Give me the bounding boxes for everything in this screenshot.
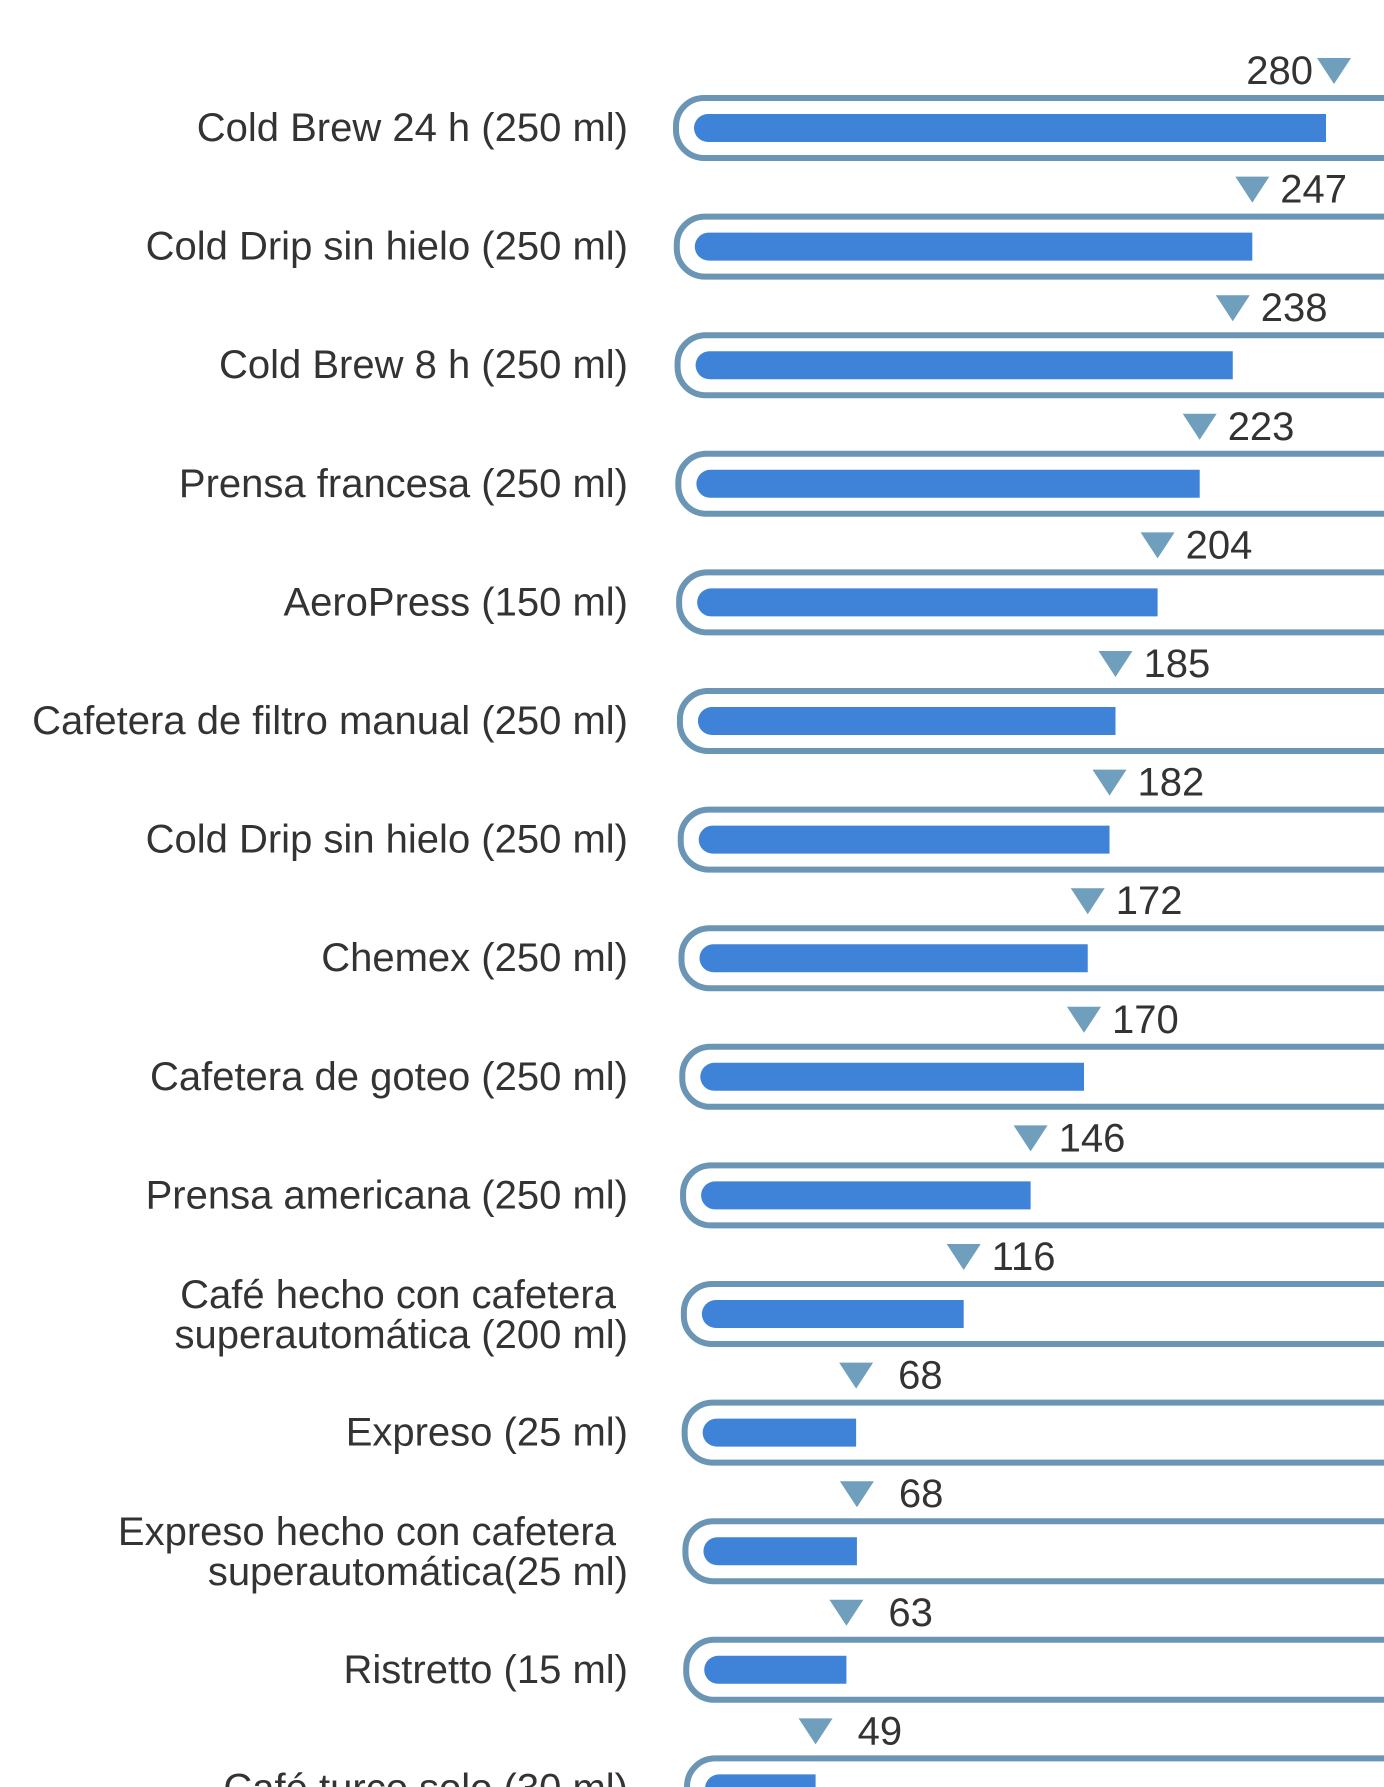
category-label: Café turco solo (30 ml) <box>223 1766 628 1787</box>
bar-track <box>680 1281 1384 1347</box>
bar <box>696 469 1200 498</box>
value-label: 68 <box>899 1472 944 1516</box>
bar-track <box>682 1518 1384 1585</box>
category-label: Café hecho con cafetera superautomática (… <box>174 1273 628 1357</box>
value-marker <box>1070 888 1105 915</box>
value-label: 185 <box>1144 642 1211 686</box>
value-label: 247 <box>1280 168 1347 212</box>
category-label: Cold Brew 8 h (250 ml) <box>219 343 628 387</box>
bar <box>695 351 1233 380</box>
category-label: Cafetera de filtro manual (250 ml) <box>32 699 628 743</box>
bar <box>701 1181 1031 1210</box>
category-label: Prensa francesa (250 ml) <box>179 462 628 506</box>
bar-track <box>684 1755 1384 1787</box>
value-label: 146 <box>1059 1116 1126 1160</box>
category-label: AeroPress (150 ml) <box>283 580 628 624</box>
bar-row: 172 Chemex (250 ml) <box>321 879 1384 992</box>
value-marker <box>839 1362 874 1389</box>
bar <box>701 1300 964 1328</box>
bar <box>705 1774 816 1787</box>
value-marker <box>1092 769 1127 796</box>
bar-row: 146 Prensa americana (250 ml) <box>146 1116 1384 1229</box>
bar-row: 170 Cafetera de goteo (250 ml) <box>150 998 1384 1110</box>
bar-track <box>681 1399 1384 1466</box>
value-label: 280 <box>1246 49 1313 93</box>
value-marker <box>1140 532 1175 559</box>
value-label: 223 <box>1228 405 1295 449</box>
bar <box>697 588 1158 617</box>
bar-row: 238 Cold Brew 8 h (250 ml) <box>219 286 1384 399</box>
value-label: 63 <box>888 1591 933 1635</box>
value-marker <box>1013 1125 1048 1152</box>
value-label: 204 <box>1186 523 1253 567</box>
bar-row: 185 Cafetera de filtro manual (250 ml) <box>32 642 1384 754</box>
bar-row: 223 Prensa francesa (250 ml) <box>179 405 1384 517</box>
value-marker <box>1215 295 1250 322</box>
category-label: Cold Drip sin hielo (250 ml) <box>146 818 628 862</box>
value-marker <box>946 1244 981 1270</box>
value-marker <box>1067 1006 1101 1033</box>
bar <box>702 1418 857 1447</box>
category-label: Ristretto (15 ml) <box>344 1648 629 1692</box>
bar <box>704 1655 847 1684</box>
bar-row: 68 Expreso (25 ml) <box>346 1354 1384 1466</box>
value-label: 182 <box>1138 761 1205 805</box>
value-marker <box>1098 651 1133 677</box>
value-marker <box>798 1718 833 1745</box>
category-label: Chemex (250 ml) <box>321 936 628 980</box>
bar-row: 49 Café turco solo (30 ml) <box>223 1709 1384 1787</box>
bar <box>700 1062 1084 1091</box>
category-label: Cold Drip sin hielo (250 ml) <box>146 225 628 269</box>
bar <box>697 707 1116 735</box>
bar <box>699 944 1088 973</box>
bar-row: 280 Cold Brew 24 h (250 ml) <box>197 49 1384 161</box>
bar <box>698 825 1110 854</box>
bar-row: 63 Ristretto (15 ml) <box>344 1591 1384 1703</box>
category-label: Expreso (25 ml) <box>346 1411 628 1455</box>
bar <box>694 114 1326 142</box>
bar-track <box>680 1162 1384 1229</box>
category-label: Cafetera de goteo (250 ml) <box>150 1055 628 1099</box>
bar <box>703 1537 857 1566</box>
value-label: 170 <box>1112 998 1179 1042</box>
value-marker <box>1235 176 1270 203</box>
bar-row: 182 Cold Drip sin hielo (250 ml) <box>146 761 1384 873</box>
category-label: Cold Brew 24 h (250 ml) <box>197 106 628 150</box>
value-marker <box>829 1599 864 1626</box>
value-label: 238 <box>1261 286 1328 330</box>
bar <box>694 232 1253 261</box>
value-marker <box>1317 58 1351 84</box>
value-marker <box>839 1481 874 1508</box>
bar-row: 116 Café hecho con cafetera superautomátic… <box>174 1235 1384 1357</box>
bar-row: 247 Cold Drip sin hielo (250 ml) <box>146 168 1384 280</box>
category-label: Expreso hecho con cafetera superautomátic… <box>118 1510 628 1594</box>
value-label: 68 <box>898 1354 943 1398</box>
category-label: Prensa americana (250 ml) <box>146 1173 628 1217</box>
value-label: 49 <box>858 1709 903 1753</box>
value-marker <box>1182 413 1217 440</box>
bar-row: 204 AeroPress (150 ml) <box>283 523 1384 636</box>
bar-track <box>683 1636 1384 1703</box>
bar-row: 68 Expreso hecho con cafetera superautomát… <box>118 1472 1384 1594</box>
value-label: 172 <box>1116 879 1183 923</box>
value-label: 116 <box>992 1235 1056 1279</box>
